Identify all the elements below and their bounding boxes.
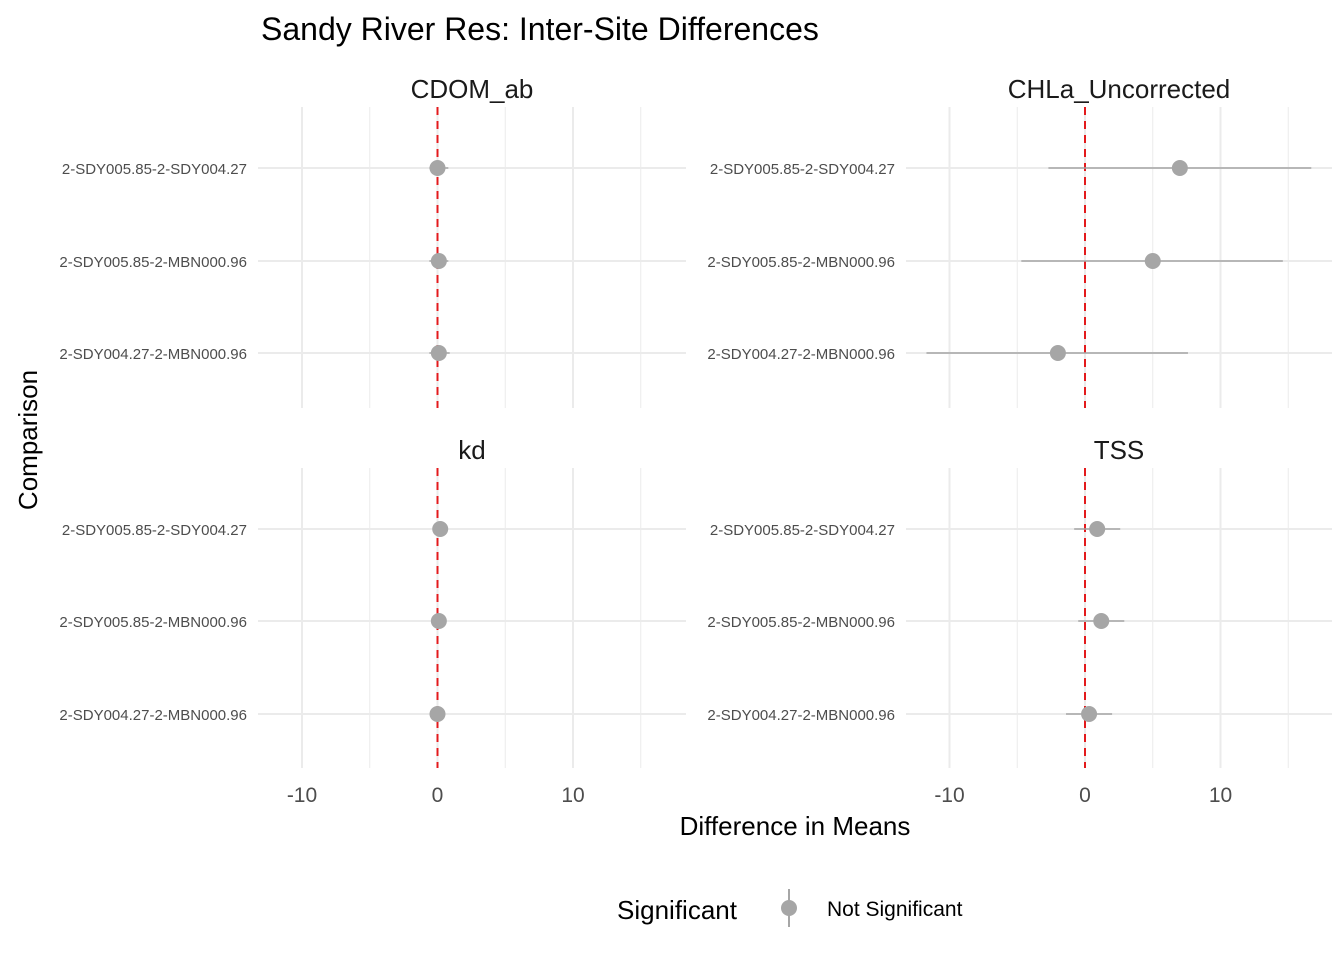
x-tick-label: 10: [561, 784, 584, 807]
data-point: [430, 253, 447, 269]
data-point: [1049, 345, 1066, 361]
y-tick-label: 2-SDY005.85-2-MBN000.96: [59, 614, 247, 631]
facet-strip-label: TSS: [1094, 435, 1145, 465]
chart-title: Sandy River Res: Inter-Site Differences: [261, 11, 819, 47]
y-tick-label: 2-SDY005.85-2-SDY004.27: [710, 161, 895, 178]
y-tick-label: 2-SDY005.85-2-MBN000.96: [707, 254, 895, 271]
data-point: [1171, 160, 1188, 176]
y-axis-label: Comparison: [13, 370, 43, 510]
facet-panel-cdom-ab: CDOM_ab 2-SDY005.85-2-SDY004.27 2-SDY005.8…: [59, 74, 686, 408]
facet-panel-kd: kd 2-SDY005.85-2-SDY004.27 2-SDY005.85-2-M…: [59, 435, 686, 807]
data-point: [429, 706, 446, 722]
facet-strip-label: CHLa_Uncorrected: [1008, 74, 1231, 104]
data-point: [1081, 706, 1098, 722]
data-point: [1089, 521, 1106, 537]
legend-title: Significant: [617, 895, 738, 925]
x-tick-label: 0: [432, 784, 444, 807]
y-tick-label: 2-SDY005.85-2-MBN000.96: [707, 614, 895, 631]
data-point: [430, 613, 447, 629]
x-tick-label: -10: [934, 784, 964, 807]
data-point: [1093, 613, 1110, 629]
legend-entry-label: Not Significant: [827, 898, 963, 921]
facet-panel-chla-uncorrected: CHLa_Uncorrected 2-SDY005.85-2-SDY004.27 2…: [707, 74, 1332, 408]
data-point: [430, 345, 447, 361]
y-tick-label: 2-SDY005.85-2-MBN000.96: [59, 254, 247, 271]
facet-strip-label: kd: [458, 435, 485, 465]
y-tick-label: 2-SDY005.85-2-SDY004.27: [62, 161, 247, 178]
y-tick-label: 2-SDY005.85-2-SDY004.27: [710, 522, 895, 539]
y-tick-label: 2-SDY004.27-2-MBN000.96: [707, 707, 895, 724]
data-point: [432, 521, 449, 537]
data-point: [429, 160, 446, 176]
facet-strip-label: CDOM_ab: [411, 74, 534, 104]
facet-panel-tss: TSS 2-SDY005.85-2-SDY004.27 2-SDY005.85-2-…: [707, 435, 1332, 807]
x-tick-label: 0: [1079, 784, 1091, 807]
legend: Significant Not Significant: [617, 889, 963, 927]
y-tick-label: 2-SDY004.27-2-MBN000.96: [59, 346, 247, 363]
legend-key-point: [781, 900, 797, 916]
x-tick-label: -10: [287, 784, 317, 807]
data-point: [1144, 253, 1161, 269]
facet-panels: CDOM_ab 2-SDY005.85-2-SDY004.27 2-SDY005.8…: [59, 74, 1332, 807]
y-tick-label: 2-SDY004.27-2-MBN000.96: [707, 346, 895, 363]
y-tick-label: 2-SDY004.27-2-MBN000.96: [59, 707, 247, 724]
x-tick-label: 10: [1209, 784, 1232, 807]
x-axis-label: Difference in Means: [680, 811, 911, 841]
y-tick-label: 2-SDY005.85-2-SDY004.27: [62, 522, 247, 539]
